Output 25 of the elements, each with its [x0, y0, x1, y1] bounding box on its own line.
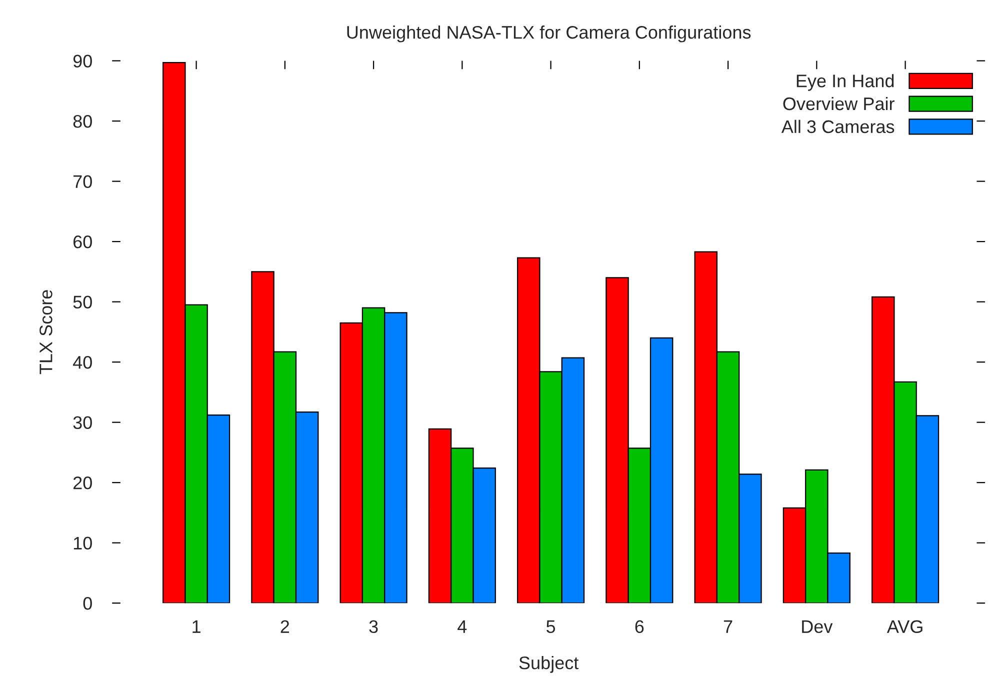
x-tick-label: 3 [369, 620, 378, 634]
y-tick-label: 50 [73, 296, 92, 309]
y-tick-label: 30 [73, 416, 92, 430]
y-tick-label: 0 [83, 597, 92, 610]
chart-title: Unweighted NASA-TLX for Camera Configurations [347, 25, 751, 42]
y-tick-label: 80 [73, 114, 92, 128]
y-tick-label: 70 [73, 175, 92, 188]
x-tick-label: 7 [724, 620, 732, 633]
y-tick-label: 20 [73, 476, 92, 490]
x-tick-label: 6 [635, 620, 644, 634]
y-tick-label: 60 [73, 235, 92, 248]
y-tick-label: 40 [72, 356, 92, 369]
legend-label: Overview Pair [783, 96, 894, 110]
x-tick-label: AVG [886, 620, 922, 634]
legend-label: Eye In Hand [796, 74, 894, 91]
y-tick-label: 90 [73, 54, 92, 68]
y-tick-label: 10 [74, 536, 92, 550]
y-axis-title: TLX Score [40, 290, 52, 374]
legend-label: All 3 Cameras [781, 120, 894, 134]
x-tick-label: 2 [280, 620, 290, 633]
x-tick-label: Dev [802, 620, 833, 634]
x-tick-label: 5 [546, 620, 556, 634]
x-tick-label: 1 [192, 620, 200, 633]
x-axis-title: Subject [519, 656, 579, 673]
x-tick-label: 4 [458, 620, 467, 633]
